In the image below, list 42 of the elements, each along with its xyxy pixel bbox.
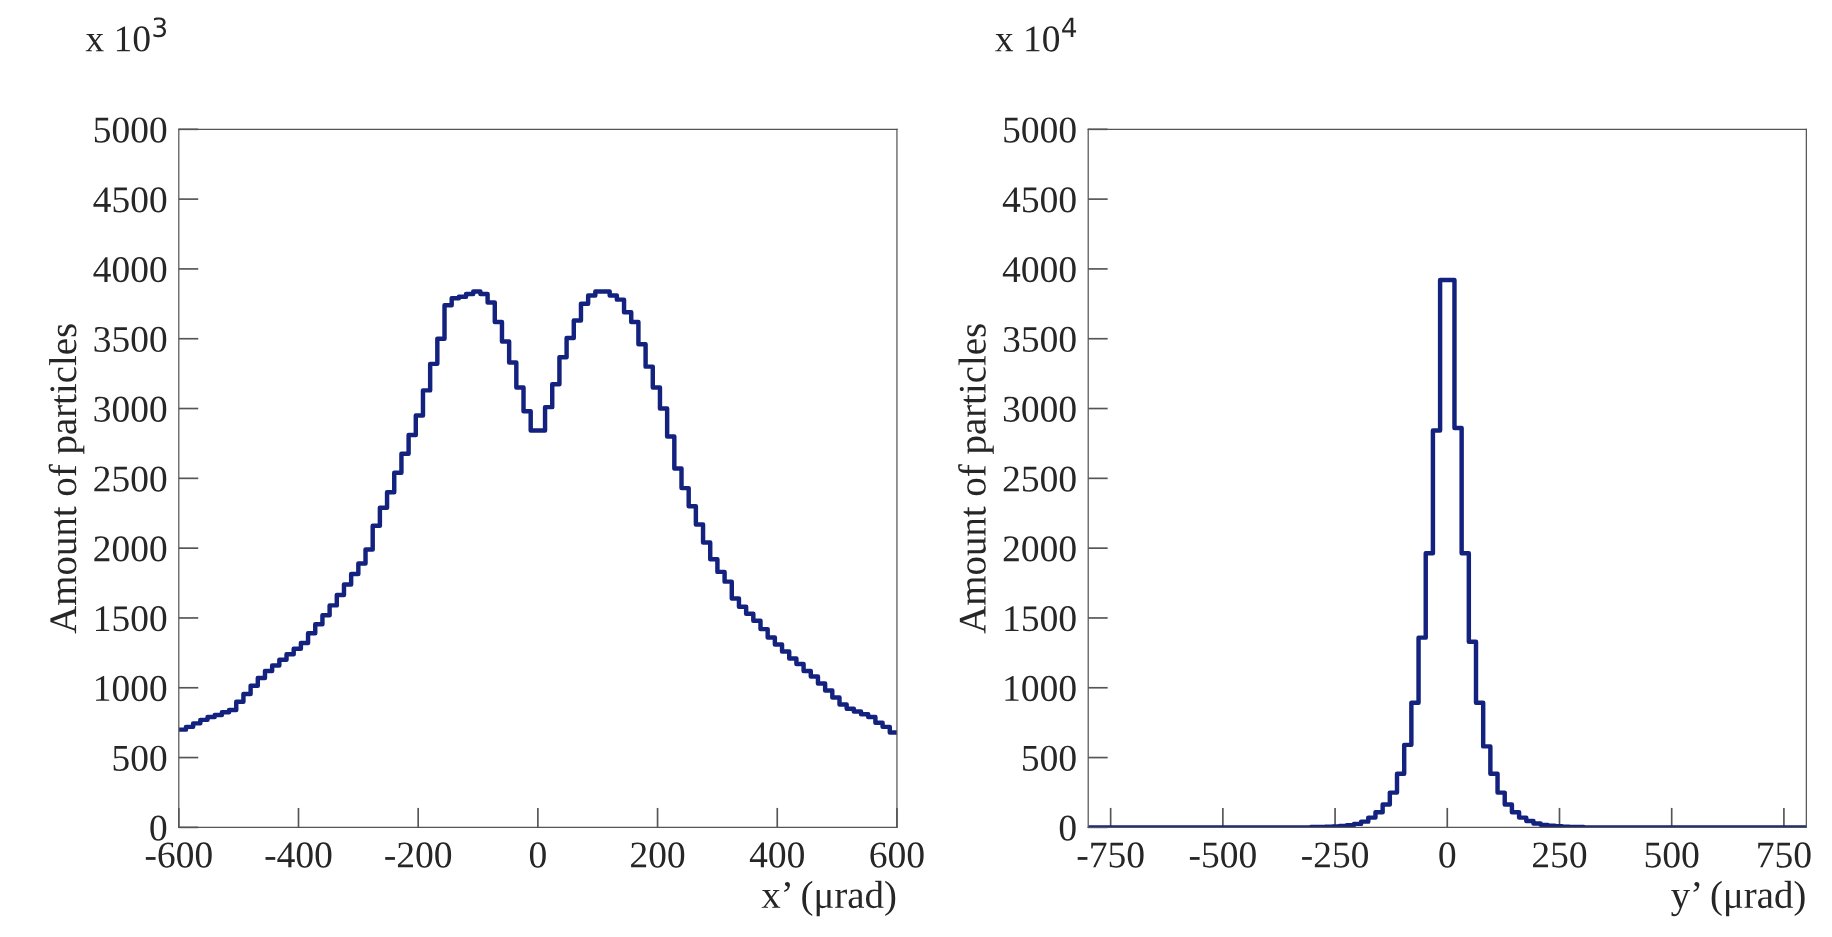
x-tick-label: 250 bbox=[1533, 842, 1587, 868]
x-tick-label: -500 bbox=[1189, 842, 1256, 868]
text: x 10$^{3}$ bbox=[85, 17, 167, 52]
y-axis-title: Amount of particles bbox=[48, 324, 85, 634]
x-tick-label: 200 bbox=[631, 842, 685, 868]
y-tick-label: 1500 bbox=[95, 606, 167, 632]
y-tick-label: 4000 bbox=[1002, 256, 1076, 283]
y-tick-label: 3500 bbox=[94, 326, 167, 353]
y-tick-label: 2500 bbox=[1003, 466, 1076, 492]
y-tick-label: 1500 bbox=[1005, 606, 1076, 632]
x-tick-label: 750 bbox=[1758, 842, 1811, 868]
x-tick-label: -200 bbox=[385, 842, 452, 868]
y-tick-label: 0 bbox=[1059, 815, 1076, 841]
x-tick-label: 500 bbox=[1645, 842, 1699, 868]
y-tick-label: 3000 bbox=[94, 396, 167, 422]
x-tick-label: 400 bbox=[749, 842, 804, 868]
y-tick-label: 4500 bbox=[93, 187, 167, 213]
x-tick-label: 0 bbox=[529, 842, 546, 868]
y-tick-label: 3000 bbox=[1003, 396, 1076, 422]
y-tick-label: 3500 bbox=[1003, 326, 1076, 353]
x-tick-label: 0 bbox=[1439, 842, 1456, 868]
y-tick-label: 500 bbox=[1023, 745, 1076, 771]
x-tick-label: -750 bbox=[1077, 842, 1144, 868]
y-tick-label: 4500 bbox=[1002, 187, 1076, 213]
x-tick-label: 600 bbox=[870, 842, 924, 868]
y-tick-label: 0 bbox=[150, 815, 167, 841]
x-axis-title: y’ (μrad) bbox=[1671, 880, 1805, 917]
y-tick-label: 5000 bbox=[94, 117, 167, 143]
y-tick-label: 1000 bbox=[1005, 675, 1076, 702]
y-tick-label: 500 bbox=[113, 745, 167, 771]
y-tick-label: 2000 bbox=[94, 536, 167, 562]
text: x 10$^{4}$ bbox=[995, 17, 1077, 52]
y-tick-label: 1000 bbox=[95, 675, 167, 702]
y-axis-title: Amount of particles bbox=[958, 324, 994, 634]
x-tick-label: -600 bbox=[145, 842, 212, 868]
x-axis-title: x’ (μrad) bbox=[761, 880, 896, 917]
x-tick-label: -400 bbox=[265, 842, 332, 868]
y-tick-label: 4000 bbox=[93, 256, 167, 283]
y-tick-label: 2500 bbox=[94, 466, 167, 492]
y-tick-label: 2000 bbox=[1003, 536, 1076, 562]
y-tick-label: 5000 bbox=[1004, 117, 1076, 143]
x-tick-label: -250 bbox=[1302, 842, 1369, 868]
